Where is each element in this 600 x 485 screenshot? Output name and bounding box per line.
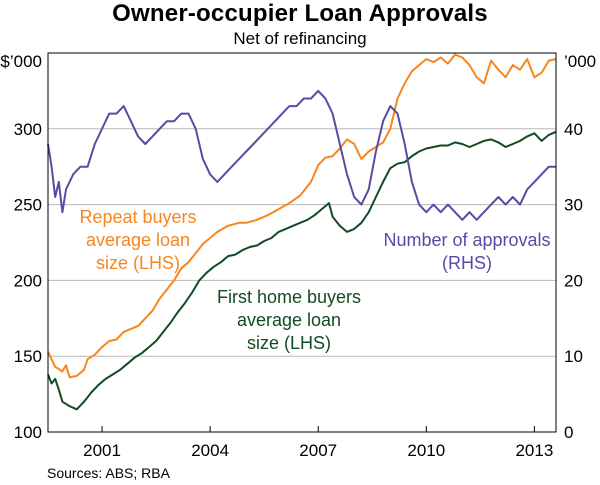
annotation-label: average loan: [86, 230, 190, 250]
x-tick-label: 2013: [515, 441, 553, 460]
plot-border: [47, 52, 557, 433]
annotation-label: (RHS): [442, 253, 492, 273]
series-annotations: Repeat buyers average loan size (LHS) First…: [79, 207, 550, 353]
x-tick-label: 2007: [299, 441, 337, 460]
y-right-tick-label: 20: [564, 271, 583, 290]
annotation-label: average loan: [237, 310, 341, 330]
annotation-label: Number of approvals: [383, 230, 550, 250]
y-right-tick-label: 30: [564, 196, 583, 215]
y-left-tick-label: 300: [14, 120, 42, 139]
y-right-tick-label: 40: [564, 120, 583, 139]
chart-title: Owner-occupier Loan Approvals: [112, 0, 488, 27]
annotation-label: First home buyers: [217, 287, 361, 307]
y-right-tick-label: 10: [564, 347, 583, 366]
chart-subtitle: Net of refinancing: [233, 29, 367, 48]
y-left-tick-label: 150: [14, 347, 42, 366]
x-tick-label: 2001: [83, 441, 121, 460]
annotation-label: size (LHS): [247, 333, 331, 353]
annotation-label: size (LHS): [96, 253, 180, 273]
source-note: Sources: ABS; RBA: [47, 465, 170, 481]
y-left-tick-label: 250: [14, 196, 42, 215]
axis-ticks: 100 150 200 250 300 0 10 20 30 40 $’000 ’000 2001 200…: [0, 52, 596, 460]
plot-frame: [47, 52, 557, 433]
y-left-tick-label: 100: [14, 423, 42, 442]
y-right-unit-label: ’000: [564, 52, 596, 71]
series-lines: [47, 53, 557, 411]
y-left-unit-label: $’000: [0, 52, 42, 71]
y-right-tick-label: 0: [564, 423, 573, 442]
series-line-1: [47, 53, 557, 379]
series-line-3: [47, 89, 556, 221]
x-tick-label: 2004: [191, 441, 229, 460]
y-left-tick-label: 200: [14, 271, 42, 290]
series-line-2: [47, 130, 557, 411]
gridlines: [48, 128, 556, 357]
annotation-label: Repeat buyers: [79, 207, 196, 227]
x-tick-label: 2010: [407, 441, 445, 460]
